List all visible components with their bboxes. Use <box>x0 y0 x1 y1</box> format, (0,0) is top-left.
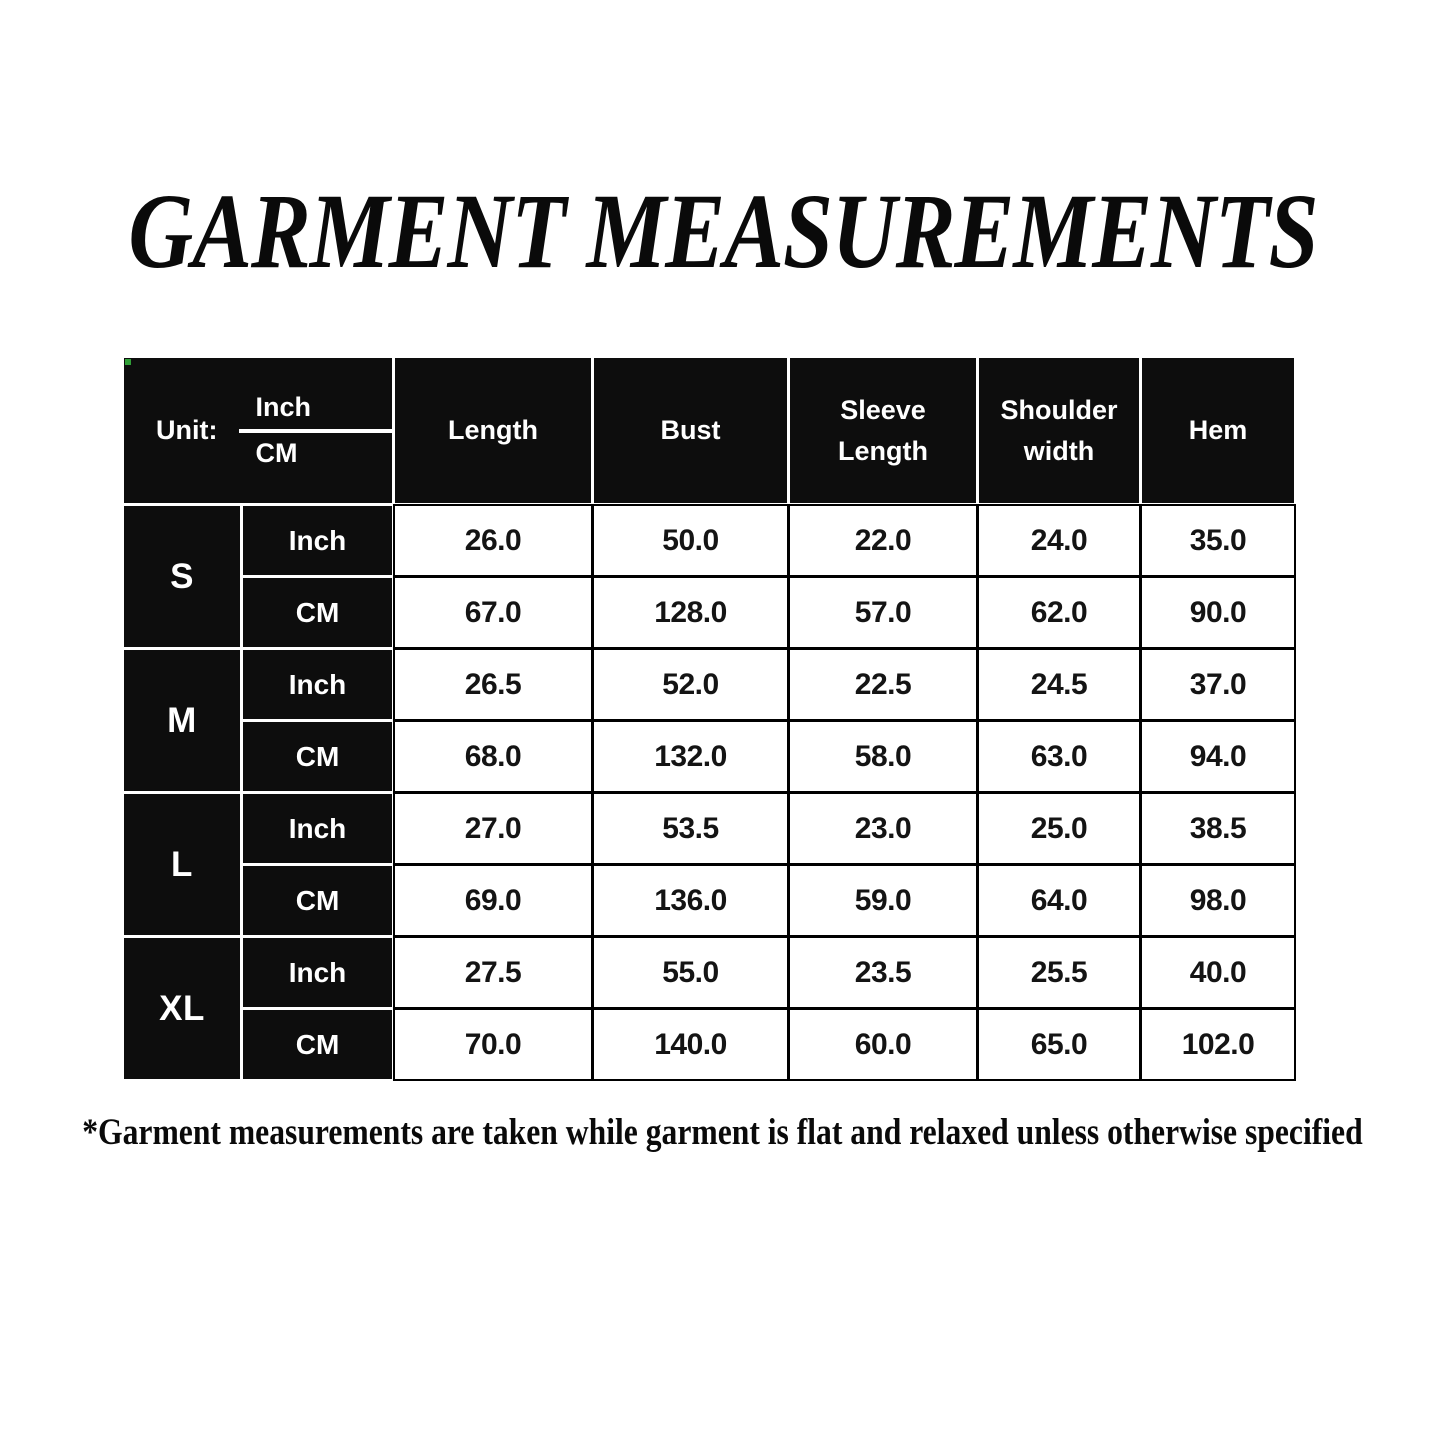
row-unit-label-m-inch: Inch <box>243 650 392 719</box>
measurement-value: 68.0 <box>393 720 593 793</box>
column-header-shoulder-width: Shoulder width <box>979 358 1139 503</box>
column-header-hem: Hem <box>1142 358 1294 503</box>
row-unit-label-s-inch: Inch <box>243 506 392 575</box>
measurement-value: 102.0 <box>1140 1008 1296 1081</box>
footnote-text: *Garment measurements are taken while ga… <box>82 1112 1363 1153</box>
measurement-value: 94.0 <box>1140 720 1296 793</box>
measurement-value: 67.0 <box>393 576 593 649</box>
unit-fraction: Inch CM <box>239 392 392 469</box>
measurement-value: 27.0 <box>393 792 593 865</box>
measurement-value: 24.0 <box>977 504 1141 577</box>
measurement-value: 26.0 <box>393 504 593 577</box>
measurement-value: 53.5 <box>592 792 789 865</box>
column-header-length: Length <box>395 358 591 503</box>
row-unit-label-s-cm: CM <box>243 578 392 647</box>
measurement-value: 35.0 <box>1140 504 1296 577</box>
measurement-value: 50.0 <box>592 504 789 577</box>
row-unit-label-xl-inch: Inch <box>243 938 392 1007</box>
row-unit-label-xl-cm: CM <box>243 1010 392 1079</box>
garment-measurements-table: Unit: Inch CM Length Bust Sleeve Length … <box>124 358 1296 1081</box>
unit-fraction-cm: CM <box>255 438 298 468</box>
measurement-value: 62.0 <box>977 576 1141 649</box>
measurement-value: 23.5 <box>788 936 978 1009</box>
measurement-value: 69.0 <box>393 864 593 937</box>
measurement-value: 140.0 <box>592 1008 789 1081</box>
column-header-sleeve-length: Sleeve Length <box>790 358 976 503</box>
page-title: GARMENT MEASUREMENTS <box>0 173 1445 291</box>
measurement-value: 65.0 <box>977 1008 1141 1081</box>
measurement-value: 132.0 <box>592 720 789 793</box>
row-unit-label-l-inch: Inch <box>243 794 392 863</box>
measurement-value: 98.0 <box>1140 864 1296 937</box>
measurement-value: 26.5 <box>393 648 593 721</box>
measurement-value: 22.0 <box>788 504 978 577</box>
measurement-value: 23.0 <box>788 792 978 865</box>
measurement-value: 40.0 <box>1140 936 1296 1009</box>
row-unit-label-l-cm: CM <box>243 866 392 935</box>
measurement-value: 55.0 <box>592 936 789 1009</box>
column-header-bust: Bust <box>594 358 787 503</box>
measurement-value: 63.0 <box>977 720 1141 793</box>
spreadsheet-corner-artifact <box>125 359 131 365</box>
footnote: *Garment measurements are taken while ga… <box>0 1106 1445 1160</box>
measurement-value: 24.5 <box>977 648 1141 721</box>
measurement-value: 52.0 <box>592 648 789 721</box>
measurement-value: 22.5 <box>788 648 978 721</box>
measurement-value: 25.0 <box>977 792 1141 865</box>
row-unit-label-m-cm: CM <box>243 722 392 791</box>
measurement-value: 90.0 <box>1140 576 1296 649</box>
size-cell-l: L <box>124 794 240 935</box>
measurement-value: 58.0 <box>788 720 978 793</box>
measurement-value: 37.0 <box>1140 648 1296 721</box>
measurement-value: 57.0 <box>788 576 978 649</box>
unit-header-cell: Unit: Inch CM <box>124 358 392 503</box>
measurement-value: 25.5 <box>977 936 1141 1009</box>
page-title-text: GARMENT MEASUREMENTS <box>127 173 1318 292</box>
measurement-value: 60.0 <box>788 1008 978 1081</box>
measurement-value: 136.0 <box>592 864 789 937</box>
unit-label: Unit: <box>156 415 218 445</box>
size-cell-s: S <box>124 506 240 647</box>
size-cell-m: M <box>124 650 240 791</box>
measurement-value: 38.5 <box>1140 792 1296 865</box>
measurement-value: 128.0 <box>592 576 789 649</box>
unit-fraction-inch: Inch <box>239 392 392 433</box>
measurement-value: 70.0 <box>393 1008 593 1081</box>
measurement-value: 64.0 <box>977 864 1141 937</box>
measurement-value: 27.5 <box>393 936 593 1009</box>
size-cell-xl: XL <box>124 938 240 1079</box>
measurement-value: 59.0 <box>788 864 978 937</box>
